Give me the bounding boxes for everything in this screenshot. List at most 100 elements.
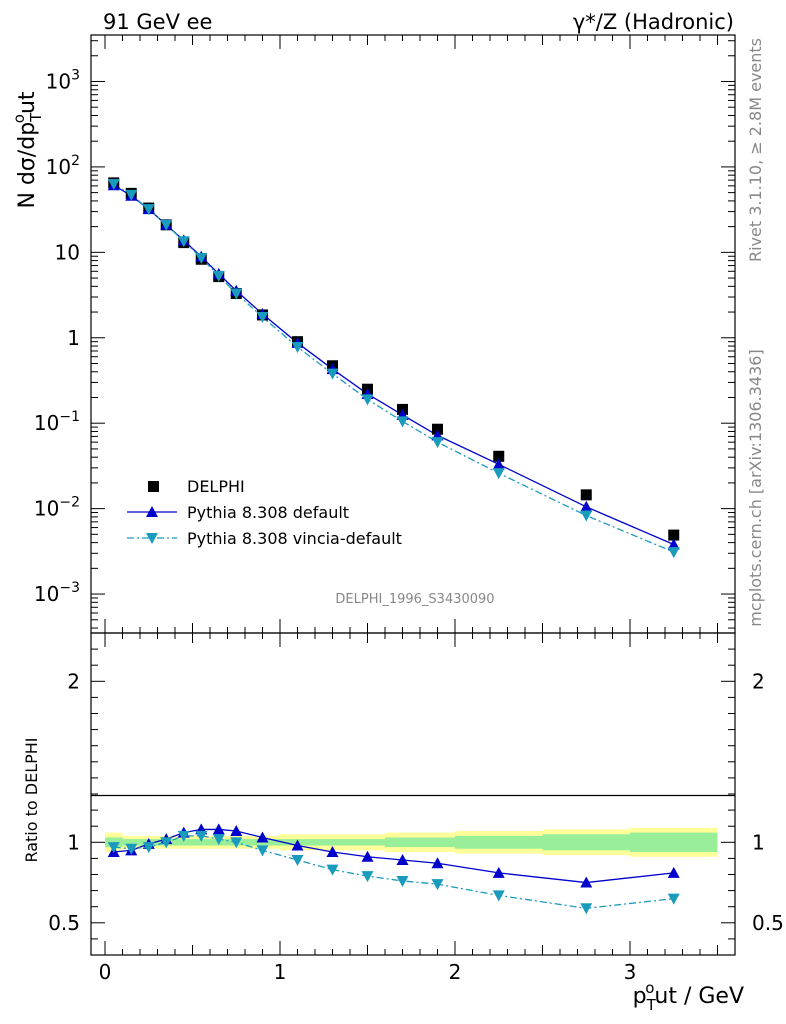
main-y-tick-label: 1	[67, 326, 80, 350]
ratio-vincia-marker	[667, 893, 680, 905]
main-y-tick-label-base: 10	[34, 411, 59, 435]
ratio-vincia-marker	[326, 864, 339, 876]
ratio-pythia-marker	[256, 831, 269, 843]
delphi-data-point	[432, 423, 443, 435]
legend-label-pythia: Pythia 8.308 default	[187, 503, 349, 522]
legend-label-delphi: DELPHI	[187, 477, 245, 496]
ratio-vincia-marker	[160, 837, 173, 849]
vincia-marker	[256, 312, 269, 324]
legend-marker-delphi	[148, 481, 159, 492]
ratio-pythia-marker	[431, 857, 444, 869]
main-y-tick-label-base: 1	[67, 326, 80, 350]
x-axis-label-main: p	[633, 984, 647, 1009]
main-y-tick-label-exp: 3	[71, 67, 80, 83]
main-panel-series	[107, 177, 680, 559]
pythia-marker	[667, 538, 680, 550]
ratio-vincia-marker	[431, 879, 444, 891]
ratio-pythia-marker	[291, 839, 304, 851]
ratio-panel-ticks: 0 1 2 3 0.5 0.5 1 1 2 2	[48, 633, 784, 984]
ratio-band-inner	[385, 837, 420, 848]
ratio-vincia-marker	[256, 845, 269, 857]
ratio-y-tick-label: 1	[67, 830, 80, 854]
ratio-band-inner	[192, 839, 210, 846]
x-tick-label: 1	[274, 960, 287, 984]
ratio-vincia-marker	[107, 842, 120, 854]
mcplots-side-label: mcplots.cern.ch [arXiv:1306.3436]	[746, 349, 765, 626]
ratio-vincia-marker	[396, 875, 409, 887]
ratio-band-inner	[455, 835, 543, 849]
ratio-band-inner	[542, 834, 630, 851]
ratio-band-inner	[420, 837, 455, 848]
vincia-marker	[195, 252, 208, 264]
vincia-marker	[212, 270, 225, 282]
vincia-marker	[107, 179, 120, 191]
top-y-axis-label: N dσ/dpTout	[10, 91, 45, 208]
delphi-data-point	[668, 529, 680, 541]
x-tick-label: 3	[624, 960, 637, 984]
main-y-tick-label: 10−1	[34, 409, 80, 435]
ratio-uncertainty-band	[105, 827, 718, 857]
vincia-marker	[396, 416, 409, 428]
vincia-marker	[160, 219, 173, 231]
top-y-axis-label-main: N dσ/dp	[15, 122, 40, 209]
main-y-tick-label: 102	[46, 153, 80, 179]
ratio-band-inner	[315, 839, 350, 846]
vincia-marker	[125, 189, 138, 201]
ratio-vincia-marker	[230, 837, 243, 849]
ratio-panel-frame	[90, 632, 736, 956]
vincia-marker	[492, 468, 505, 480]
main-y-tick-label-base: 10	[34, 497, 59, 521]
x-tick-label: 0	[99, 960, 112, 984]
x-axis-label-tail: ut / GeV	[654, 984, 744, 1009]
vincia-marker	[326, 368, 339, 380]
main-y-tick-label-base: 10	[55, 240, 80, 264]
main-y-tick-label-exp: −3	[59, 580, 80, 596]
ratio-vincia-marker	[212, 834, 225, 846]
vincia-marker	[230, 288, 243, 300]
legend: DELPHI Pythia 8.308 default Pythia 8.308…	[127, 477, 402, 548]
ratio-pythia-marker	[667, 866, 680, 878]
legend-label-vincia: Pythia 8.308 vincia-default	[187, 529, 402, 548]
ratio-vincia-marker	[142, 842, 155, 854]
main-y-tick-label-exp: −2	[59, 495, 80, 511]
legend-marker-pythia	[146, 506, 158, 517]
rivet-side-label: Rivet 3.1.10, ≥ 2.8M events	[746, 38, 765, 262]
header-left-label: 91 GeV ee	[103, 10, 212, 34]
main-y-tick-label: 10−2	[34, 495, 80, 521]
ratio-pythia-marker	[212, 823, 225, 835]
pythia-marker	[580, 500, 593, 512]
ratio-pythia-marker	[230, 825, 243, 837]
analysis-watermark: DELPHI_1996_S3430090	[335, 592, 494, 607]
ratio-panel: 0 1 2 3 0.5 0.5 1 1 2 2	[48, 632, 784, 984]
x-tick-label: 2	[449, 960, 462, 984]
ratio-vincia-marker	[195, 830, 208, 842]
delphi-data-point	[493, 450, 505, 462]
main-y-tick-label-base: 10	[46, 155, 71, 179]
ratio-vincia-marker	[361, 871, 374, 883]
ratio-y-tick-label: 2	[67, 669, 80, 693]
vincia-marker	[361, 394, 374, 406]
ratio-pythia-marker	[492, 866, 505, 878]
top-y-axis-label-tail: ut	[15, 91, 40, 114]
ratio-pythia-marker	[580, 876, 593, 888]
pythia-marker	[492, 458, 505, 470]
vincia-marker	[431, 437, 444, 449]
ratio-vincia-marker	[580, 903, 593, 915]
main-y-tick-label-exp: 2	[71, 153, 80, 169]
x-axis-label-sub: T	[646, 996, 657, 1014]
top-y-axis-label-sub: T	[27, 112, 45, 123]
ratio-band-inner	[175, 839, 193, 846]
main-y-tick-label: 10−3	[34, 580, 80, 606]
vincia-marker	[142, 204, 155, 216]
main-y-tick-label-exp: −1	[59, 409, 80, 425]
ratio-vincia-marker	[177, 830, 190, 842]
vincia-marker	[667, 547, 680, 559]
delphi-data-point	[580, 489, 592, 501]
ratio-y-tick-label: 0.5	[48, 911, 80, 935]
ratio-pythia-marker	[326, 845, 339, 857]
main-y-tick-label: 10	[55, 240, 80, 264]
main-y-tick-label: 103	[46, 67, 80, 93]
